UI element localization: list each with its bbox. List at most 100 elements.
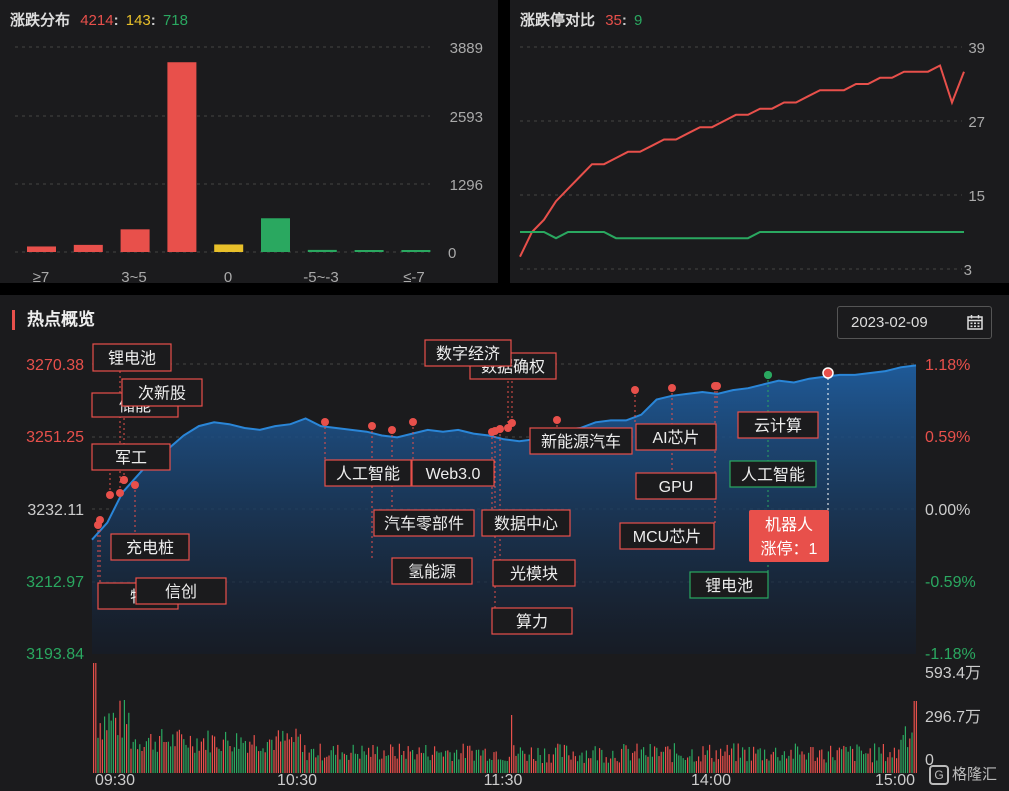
volume-bar (693, 761, 695, 773)
volume-bar (326, 756, 328, 773)
volume-bar (594, 746, 596, 773)
limit-ytick: 3 (964, 262, 972, 279)
volume-bar (242, 742, 244, 773)
volume-bar (722, 755, 724, 773)
volume-bar (788, 755, 790, 773)
volume-bar (634, 751, 636, 773)
volume-bar (139, 744, 141, 773)
volume-bar (200, 741, 202, 773)
date-picker[interactable]: 2023-02-09 (837, 306, 992, 339)
pct-tick: -1.18% (925, 646, 976, 663)
volume-bar (568, 755, 570, 773)
volume-bar (709, 744, 711, 773)
volume-bar (260, 750, 262, 773)
volume-bar (524, 753, 526, 773)
tag-dot (631, 386, 639, 394)
volume-bar (904, 726, 906, 773)
volume-bar (464, 758, 466, 773)
volume-bar (874, 743, 876, 773)
tag-box (324, 459, 412, 487)
volume-bar (715, 750, 717, 773)
volume-bar (687, 757, 689, 773)
volume-bar (244, 741, 246, 773)
tag-label: 云计算 (754, 416, 802, 435)
tag-box (619, 522, 715, 550)
volume-bar (473, 760, 475, 773)
volume-bar (363, 751, 365, 773)
volume-bar (852, 748, 854, 773)
volume-bar (119, 700, 121, 773)
volume-bar (772, 751, 774, 773)
volume-bar (132, 741, 134, 773)
volume-bar (93, 663, 95, 773)
distribution-title-text: 涨跌分布 (10, 12, 71, 29)
volume-bar (154, 741, 156, 773)
volume-bar (515, 755, 517, 773)
volume-bar (376, 746, 378, 773)
volume-bar (354, 753, 356, 773)
volume-bar (643, 747, 645, 773)
dist-xtick: -5~-3 (303, 269, 338, 283)
volume-bar (458, 759, 460, 773)
volume-bar (161, 729, 163, 773)
limit-series-line (519, 64, 965, 258)
volume-bar (495, 751, 497, 773)
volume-bar (163, 742, 165, 773)
volume-bar (484, 748, 486, 773)
volume-bar (262, 748, 264, 773)
volume-bar (845, 747, 847, 773)
volume-bar (583, 762, 585, 773)
volume-bar (192, 746, 194, 773)
volume-bar (632, 752, 634, 773)
volume-bar (574, 756, 576, 773)
volume-bar (777, 757, 779, 773)
volume-bar (361, 745, 363, 773)
volume-bar (134, 739, 136, 773)
volume-bar (843, 745, 845, 773)
volume-bar (348, 759, 350, 773)
price-tick: 3212.97 (26, 574, 84, 591)
volume-bar (724, 751, 726, 773)
volume-bar (317, 755, 319, 773)
dist-bar (354, 250, 384, 252)
volume-bar (581, 752, 583, 773)
volume-bar (387, 755, 389, 773)
volume-bar (295, 728, 297, 773)
volume-bar (753, 746, 755, 773)
volume-bar (854, 761, 856, 773)
volume-bar (152, 749, 154, 773)
volume-bar (821, 749, 823, 773)
volume-bar (187, 747, 189, 773)
volume-bar (552, 754, 554, 773)
volume-bar (480, 755, 482, 773)
volume-bar (370, 756, 372, 773)
volume-bar (517, 753, 519, 773)
volume-bar (757, 749, 759, 773)
volume-bar (834, 760, 836, 773)
volume-bar (735, 761, 737, 773)
overview-chart: 锂电池储能次新股军工充电桩特信创人工智能Web3.0汽车零部件氢能源数据中心光模… (26, 339, 981, 789)
volume-bar (374, 754, 376, 773)
volume-bar (264, 752, 266, 773)
volume-bar (282, 730, 284, 773)
volume-bar (456, 749, 458, 773)
volume-bar (97, 737, 99, 773)
volume-bar (704, 754, 706, 773)
volume-bar (713, 761, 715, 773)
tag-label: 军工 (115, 449, 147, 467)
volume-bar (766, 758, 768, 773)
calendar-icon[interactable] (967, 314, 983, 330)
limit-chart: 39 27 15 3 (519, 40, 985, 279)
volume-bar (489, 758, 491, 773)
volume-bar (607, 762, 609, 773)
volume-bar (662, 751, 664, 773)
volume-bar (194, 752, 196, 773)
volume-bar (104, 716, 106, 773)
volume-bar (775, 747, 777, 773)
volume-bar (280, 741, 282, 773)
pct-tick: 0.59% (925, 429, 970, 446)
tag-box (529, 427, 633, 455)
volume-bar (251, 744, 253, 773)
volume-bar (588, 758, 590, 773)
volume-bar (544, 748, 546, 773)
